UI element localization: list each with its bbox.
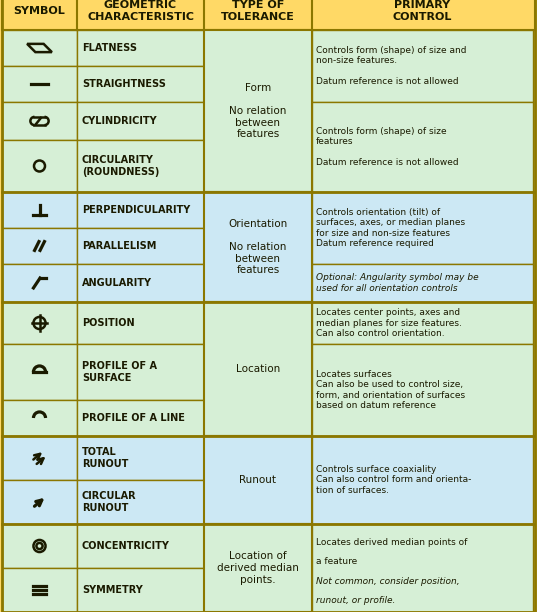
Bar <box>2 568 77 612</box>
Text: GEOMETRIC
CHARACTERISTIC: GEOMETRIC CHARACTERISTIC <box>87 0 194 22</box>
Text: Locates derived median points of: Locates derived median points of <box>316 538 467 547</box>
Bar <box>2 264 77 302</box>
Text: POSITION: POSITION <box>82 318 135 328</box>
Bar <box>204 30 312 192</box>
Bar <box>204 192 312 302</box>
Bar <box>77 66 204 102</box>
Bar <box>2 480 77 524</box>
Text: TYPE OF
TOLERANCE: TYPE OF TOLERANCE <box>221 0 295 22</box>
Text: CONCENTRICITY: CONCENTRICITY <box>82 541 170 551</box>
Text: PRIMARY
CONTROL: PRIMARY CONTROL <box>393 0 452 22</box>
Bar <box>77 436 204 480</box>
Text: Location: Location <box>236 364 280 374</box>
Bar <box>77 140 204 192</box>
Text: PROFILE OF A LINE: PROFILE OF A LINE <box>82 413 185 423</box>
Bar <box>312 436 533 524</box>
Text: STRAIGHTNESS: STRAIGHTNESS <box>82 79 166 89</box>
Text: Controls surface coaxiality
Can also control form and orienta-
tion of surfaces.: Controls surface coaxiality Can also con… <box>316 465 471 495</box>
Text: Controls form (shape) of size and
non-size features.

Datum reference is not all: Controls form (shape) of size and non-si… <box>316 46 467 86</box>
Bar <box>2 102 77 140</box>
Bar <box>77 302 204 344</box>
Bar <box>312 302 533 344</box>
Text: Orientation

No relation
between
features: Orientation No relation between features <box>228 219 288 275</box>
Text: Locates surfaces
Can also be used to control size,
form, and orientation of surf: Locates surfaces Can also be used to con… <box>316 370 465 410</box>
Text: runout, or profile.: runout, or profile. <box>316 596 395 605</box>
Bar <box>2 228 77 264</box>
Bar <box>2 66 77 102</box>
Text: Locates center points, axes and
median planes for size features.
Can also contro: Locates center points, axes and median p… <box>316 308 462 338</box>
Bar <box>2 302 77 344</box>
Bar <box>2 436 77 480</box>
Text: TOTAL
RUNOUT: TOTAL RUNOUT <box>82 447 128 469</box>
Text: Controls form (shape) of size
features

Datum reference is not allowed: Controls form (shape) of size features D… <box>316 127 459 167</box>
Bar <box>312 264 533 302</box>
Text: Not common, consider position,: Not common, consider position, <box>316 577 460 586</box>
Bar <box>2 400 77 436</box>
Text: PROFILE OF A
SURFACE: PROFILE OF A SURFACE <box>82 361 157 382</box>
Bar <box>77 192 204 228</box>
Bar <box>312 30 533 102</box>
Bar <box>77 400 204 436</box>
Text: a feature: a feature <box>316 558 357 566</box>
Bar <box>2 0 535 30</box>
Bar <box>77 344 204 400</box>
Text: CYLINDRICITY: CYLINDRICITY <box>82 116 158 126</box>
Text: PERPENDICULARITY: PERPENDICULARITY <box>82 205 190 215</box>
Bar <box>77 102 204 140</box>
Text: ANGULARITY: ANGULARITY <box>82 278 152 288</box>
Text: FLATNESS: FLATNESS <box>82 43 137 53</box>
Text: Form

No relation
between
features: Form No relation between features <box>229 83 287 139</box>
Bar <box>2 344 77 400</box>
Text: PARALLELISM: PARALLELISM <box>82 241 156 251</box>
Text: SYMMETRY: SYMMETRY <box>82 585 143 595</box>
Bar <box>2 140 77 192</box>
Bar <box>77 228 204 264</box>
Bar <box>2 524 77 568</box>
Text: Optional: Angularity symbol may be
used for all orientation controls: Optional: Angularity symbol may be used … <box>316 274 478 293</box>
Text: SYMBOL: SYMBOL <box>13 6 66 16</box>
Bar <box>204 524 312 612</box>
Bar <box>204 302 312 436</box>
Bar <box>77 480 204 524</box>
Bar <box>77 524 204 568</box>
Bar <box>312 192 533 264</box>
Bar <box>312 344 533 436</box>
Bar <box>77 30 204 66</box>
Bar <box>2 30 77 66</box>
Bar <box>77 264 204 302</box>
Text: CIRCULAR
RUNOUT: CIRCULAR RUNOUT <box>82 491 136 513</box>
Text: Location of
derived median
points.: Location of derived median points. <box>217 551 299 584</box>
Bar <box>2 192 77 228</box>
Text: Controls orientation (tilt) of
surfaces, axes, or median planes
for size and non: Controls orientation (tilt) of surfaces,… <box>316 208 465 248</box>
Text: CIRCULARITY
(ROUNDNESS): CIRCULARITY (ROUNDNESS) <box>82 155 159 177</box>
Bar <box>204 436 312 524</box>
Text: Runout: Runout <box>240 475 277 485</box>
Bar <box>312 524 533 612</box>
Bar <box>312 102 533 192</box>
Bar <box>77 568 204 612</box>
